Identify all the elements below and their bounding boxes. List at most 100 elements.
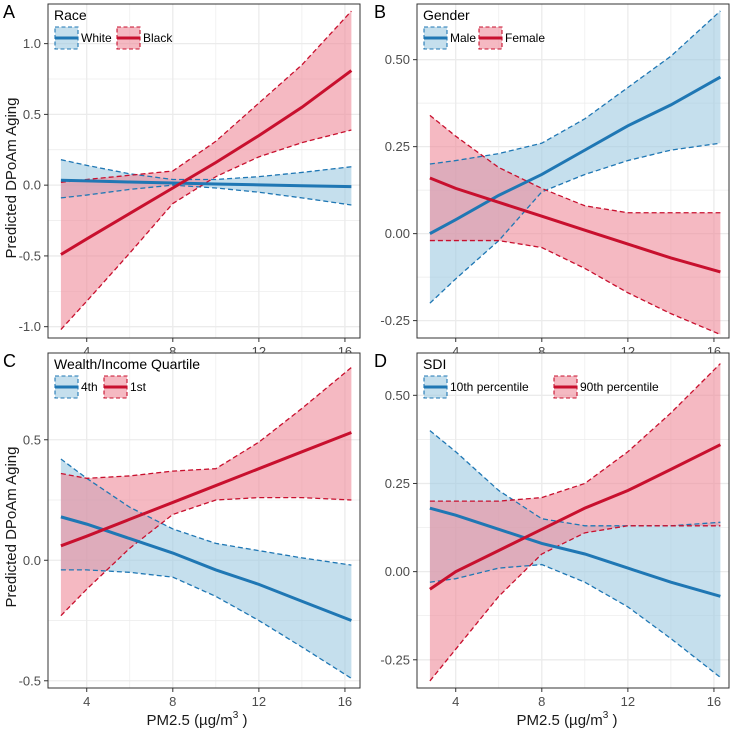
- y-tick-label: -0.5: [19, 248, 41, 263]
- legend-item: Female: [478, 26, 545, 50]
- x-axis-title-left: PM2.5 (µg/m3 ): [147, 710, 248, 729]
- legend-title: Gender: [423, 7, 470, 23]
- x-tick-label: 8: [169, 694, 176, 709]
- panels: 4 8 12 16 -1.0 -0.5 0.0 0.5 1.0 A Race White Black 4 8…: [3, 2, 730, 709]
- y-tick-label: 0.5: [23, 107, 41, 122]
- lower-bound-10th-percentile: [429, 563, 721, 678]
- legend-label: White: [81, 31, 112, 45]
- y-tick-label: 0.50: [385, 388, 410, 403]
- y-tick-label: 0.00: [385, 226, 410, 241]
- y-tick-label: -0.25: [380, 313, 410, 328]
- y-axis: -0.5 0.0 0.5: [19, 432, 48, 688]
- legend-item: Black: [116, 26, 173, 50]
- ci-band-1st: [60, 367, 352, 616]
- y-tick-label: -0.5: [19, 673, 41, 688]
- legend: SDI 10th percentile 90th percentile: [423, 356, 659, 399]
- ci-band-female: [429, 115, 721, 335]
- y-tick-label: 0.50: [385, 52, 410, 67]
- y-axis: -1.0 -0.5 0.0 0.5 1.0: [19, 36, 48, 334]
- ci-band-black: [60, 11, 352, 330]
- y-tick-label: 0.0: [23, 553, 41, 568]
- legend-label: Male: [450, 31, 476, 45]
- plot-frame: [47, 3, 361, 339]
- legend-title: Race: [54, 7, 87, 23]
- x-tick-label: 16: [338, 694, 352, 709]
- x-tick-label: 12: [621, 694, 635, 709]
- lower-bound-female: [429, 239, 721, 336]
- y-tick-label: 0.5: [23, 432, 41, 447]
- lower-bound-90th-percentile: [429, 525, 721, 682]
- legend-label: Black: [143, 31, 173, 45]
- lower-bound-black: [60, 129, 352, 330]
- fit-line-black: [60, 69, 353, 256]
- legend-item: 4th: [54, 375, 98, 399]
- series-group: [429, 10, 722, 336]
- fit-line-male: [429, 75, 722, 235]
- y-tick-label: 0.0: [23, 178, 41, 193]
- fit-line-10th-percentile: [429, 506, 721, 598]
- fit-line-female: [429, 176, 721, 274]
- x-tick-label: 8: [169, 344, 176, 359]
- y-axis: -0.25 0.00 0.25 0.50: [380, 52, 417, 328]
- plot-frame: [416, 352, 730, 689]
- lower-bound-4th: [60, 569, 352, 679]
- y-axis-title-top: Predicted DPoAm Aging: [3, 98, 20, 259]
- legend-label: Female: [505, 31, 545, 45]
- lower-bound-white: [60, 184, 352, 206]
- fit-line-90th-percentile: [429, 443, 722, 591]
- series-group: [60, 10, 353, 330]
- x-axis-title-1: PM2.5 (µg/m3 ): [147, 710, 248, 729]
- panel-c: 4 8 12 16 -0.5 0.0 0.5 C Wealth/Income Quartile 4…: [3, 351, 361, 709]
- legend-label: 4th: [81, 380, 98, 394]
- upper-bound-female: [429, 114, 721, 214]
- panel-letter: A: [3, 2, 15, 22]
- x-tick-label: 8: [538, 694, 545, 709]
- y-axis-title-1: Predicted DPoAm Aging: [3, 98, 20, 259]
- legend-title: Wealth/Income Quartile: [54, 356, 200, 372]
- legend-label: 1st: [130, 380, 147, 394]
- panel-letter: B: [374, 2, 386, 22]
- y-tick-label: 0.00: [385, 564, 410, 579]
- upper-bound-white: [60, 159, 352, 181]
- ci-band-90th-percentile: [429, 363, 721, 681]
- legend-item: 1st: [103, 375, 147, 399]
- panel-letter: D: [374, 351, 387, 371]
- fit-line-white: [60, 178, 352, 189]
- panel-d: 4 8 12 16 -0.25 0.00 0.25 0.50 D SDI 10th percenti…: [374, 351, 730, 709]
- y-tick-label: 0.25: [385, 476, 410, 491]
- fit-line-1st: [60, 431, 352, 548]
- upper-bound-90th-percentile: [429, 363, 721, 502]
- panel-letter: C: [3, 351, 16, 371]
- y-tick-label: 1.0: [23, 36, 41, 51]
- y-axis-title-2: Predicted DPoAm Aging: [3, 447, 20, 608]
- x-tick-label: 16: [707, 694, 721, 709]
- y-tick-label: -0.25: [380, 652, 410, 667]
- x-tick-label: 4: [452, 694, 459, 709]
- plot-frame: [47, 352, 361, 689]
- series-group: [60, 366, 352, 679]
- legend: Race White Black: [54, 7, 173, 50]
- x-axis-title-right: PM2.5 (µg/m3 ): [517, 710, 618, 729]
- legend-item: White: [54, 26, 112, 50]
- upper-bound-black: [60, 10, 352, 183]
- upper-bound-4th: [60, 458, 352, 566]
- x-tick-label: 8: [538, 344, 545, 359]
- x-tick-label: 4: [83, 694, 90, 709]
- upper-bound-male: [429, 10, 721, 165]
- lower-bound-1st: [60, 496, 352, 617]
- y-tick-label: -1.0: [19, 319, 41, 334]
- ci-band-10th-percentile: [429, 430, 721, 678]
- legend-title: SDI: [423, 356, 446, 372]
- y-axis-title-bottom: Predicted DPoAm Aging: [3, 447, 20, 608]
- series-group: [429, 363, 722, 682]
- legend-label: 90th percentile: [580, 380, 659, 394]
- legend-item: 90th percentile: [553, 375, 659, 399]
- legend-label: 10th percentile: [450, 380, 529, 394]
- x-axis-title-2: PM2.5 (µg/m3 ): [517, 710, 618, 729]
- x-tick-label: 4: [83, 344, 90, 359]
- fit-line-4th: [60, 515, 352, 622]
- plot-frame: [416, 3, 730, 339]
